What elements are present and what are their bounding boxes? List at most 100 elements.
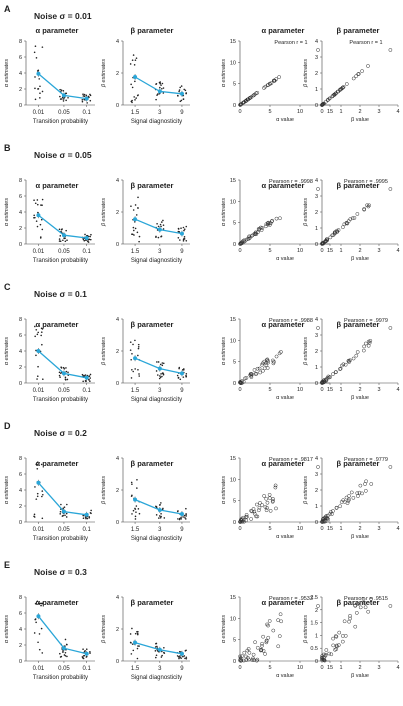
alpha-scatter-title: α parameter [262, 181, 305, 190]
beta-scatter-data-point [355, 212, 360, 216]
alpha-strip-data-point [37, 365, 39, 368]
beta-strip-data-point [176, 374, 179, 377]
alpha-strip-x-tick-label: 0.01 [33, 249, 45, 255]
beta-scatter-data-point [334, 643, 339, 648]
alpha-strip-y-tick-label: 0 [19, 659, 22, 665]
alpha-strip-data-point [34, 76, 36, 78]
alpha-scatter-data-point [263, 652, 267, 656]
alpha-strip-data-point [58, 374, 61, 377]
beta-strip-data-point [185, 374, 187, 377]
beta-scatter-x-tick-label: 0 [320, 387, 323, 393]
beta-strip-data-point [133, 64, 136, 66]
beta-scatter-x-label: β value [351, 534, 369, 540]
alpha-strip-y-tick-label: 2 [19, 504, 22, 510]
beta-strip-data-point [155, 505, 158, 508]
alpha-scatter-data-point [244, 658, 249, 662]
alpha-strip-data-point [67, 371, 69, 374]
alpha-strip-data-point [88, 375, 91, 377]
beta-strip-data-point [133, 96, 135, 98]
beta-scatter-x-tick-label: 3 [377, 248, 380, 254]
beta-strip-x-tick-label: 1.5 [131, 249, 140, 255]
beta-strip-mean-point [133, 497, 138, 502]
beta-scatter-y-tick-label: 4 [315, 39, 318, 45]
beta-strip-data-point [179, 100, 182, 103]
beta-strip-mean-point [133, 640, 138, 645]
beta-strip-data-point [129, 349, 132, 351]
beta-scatter-data-point [363, 488, 368, 493]
beta-scatter-data-point [321, 101, 326, 106]
alpha-strip-data-point [36, 70, 39, 72]
alpha-strip-data-point [82, 380, 84, 383]
beta-scatter-data-point [351, 356, 356, 361]
alpha-strip-data-point [89, 650, 91, 653]
beta-strip-data-point [182, 516, 184, 518]
beta-strip-y-tick-label: 0 [116, 381, 119, 387]
alpha-strip-x-tick-label: 0.1 [83, 249, 92, 255]
alpha-strip-y-tick-label: 8 [19, 595, 22, 601]
beta-strip-data-point [135, 511, 137, 513]
beta-strip-x-label: Signal diagnosticity [131, 397, 182, 403]
beta-scatter-data-point [327, 375, 332, 380]
alpha-strip-data-point [35, 349, 37, 352]
beta-scatter-x-tick-label: 1 [339, 109, 342, 115]
alpha-strip-data-point [89, 377, 92, 379]
alpha-scatter-y-tick-label: 0 [233, 103, 236, 109]
alpha-scatter-y-tick-label: 5 [233, 82, 236, 88]
alpha-strip-data-point [39, 85, 41, 88]
alpha-scatter-data-point [261, 634, 265, 639]
beta-strip-data-point [155, 236, 157, 238]
beta-strip-data-point [131, 483, 133, 485]
alpha-strip-data-point [41, 602, 44, 605]
alpha-strip-data-point [83, 95, 86, 98]
beta-scatter-data-point [338, 504, 342, 509]
beta-strip-data-point [131, 627, 133, 630]
beta-strip-data-point [178, 231, 181, 233]
alpha-scatter-data-point [257, 366, 262, 371]
alpha-scatter-data-point [266, 635, 271, 640]
alpha-strip-data-point [40, 218, 43, 221]
beta-strip-data-point [136, 94, 139, 97]
alpha-strip-data-point [89, 652, 91, 654]
beta-strip-data-point [134, 518, 137, 520]
beta-strip-data-point [155, 98, 157, 101]
alpha-strip-data-point [83, 93, 86, 96]
beta-strip-data-point [134, 339, 136, 342]
beta-strip-data-point [162, 219, 164, 222]
beta-strip-data-point [131, 352, 133, 355]
alpha-scatter-data-point [242, 650, 247, 655]
beta-strip-x-tick-label: 9 [180, 249, 184, 255]
beta-scatter-x-tick-label: 3 [377, 387, 380, 393]
alpha-scatter-data-point [256, 508, 261, 513]
alpha-strip-data-point [84, 516, 87, 519]
alpha-scatter-data-point [271, 628, 276, 633]
beta-strip-data-point [161, 650, 163, 653]
beta-scatter-y-tick-label: 1 [315, 365, 318, 371]
beta-scatter-data-point [331, 643, 336, 648]
beta-param-title: β parameter [131, 26, 174, 35]
alpha-strip-data-point [58, 371, 61, 374]
beta-strip-data-point [177, 236, 180, 239]
beta-strip-y-tick-label: 4 [116, 317, 119, 323]
beta-scatter-data-point [354, 74, 358, 79]
alpha-strip-data-point [87, 96, 90, 98]
alpha-strip-x-tick-label: 0.01 [33, 527, 45, 533]
beta-scatter-data-point [345, 221, 350, 226]
alpha-scatter-outlier-point [316, 604, 320, 608]
beta-scatter-data-point [333, 634, 338, 638]
alpha-param-title: α parameter [36, 26, 79, 35]
alpha-strip-x-label: Transition probability [33, 536, 88, 542]
beta-strip-data-point [185, 373, 188, 375]
beta-scatter-data-point [347, 494, 351, 498]
alpha-strip-y-tick-label: 8 [19, 456, 22, 462]
beta-scatter-y-tick-label: 0 [315, 103, 318, 109]
alpha-scatter-data-point [260, 362, 264, 367]
beta-strip-data-point [161, 654, 163, 657]
beta-strip-data-point [176, 94, 179, 97]
beta-scatter-data-point [335, 89, 340, 94]
alpha-strip-y-tick-label: 8 [19, 317, 22, 323]
alpha-strip-data-point [81, 99, 84, 101]
beta-strip-data-point [138, 645, 140, 647]
beta-strip-data-point [184, 89, 187, 92]
beta-scatter-x-tick-label: 4 [396, 387, 399, 393]
